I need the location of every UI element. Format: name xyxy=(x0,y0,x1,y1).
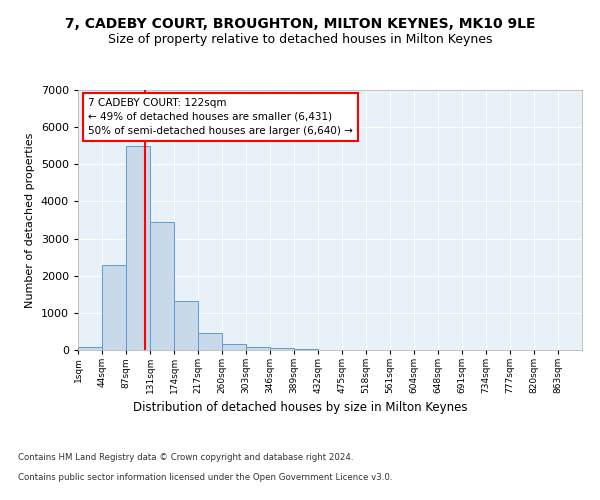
Bar xyxy=(198,332,222,350)
Text: 7, CADEBY COURT, BROUGHTON, MILTON KEYNES, MK10 9LE: 7, CADEBY COURT, BROUGHTON, MILTON KEYNE… xyxy=(65,18,535,32)
Bar xyxy=(294,349,318,350)
Bar xyxy=(78,347,102,350)
Bar xyxy=(126,146,150,350)
Text: Contains HM Land Registry data © Crown copyright and database right 2024.: Contains HM Land Registry data © Crown c… xyxy=(18,453,353,462)
Text: 7 CADEBY COURT: 122sqm
← 49% of detached houses are smaller (6,431)
50% of semi-: 7 CADEBY COURT: 122sqm ← 49% of detached… xyxy=(88,98,353,136)
Y-axis label: Number of detached properties: Number of detached properties xyxy=(25,132,35,308)
Text: Contains public sector information licensed under the Open Government Licence v3: Contains public sector information licen… xyxy=(18,473,392,482)
Bar xyxy=(150,222,174,350)
Text: Distribution of detached houses by size in Milton Keynes: Distribution of detached houses by size … xyxy=(133,401,467,414)
Bar xyxy=(270,348,294,350)
Text: Size of property relative to detached houses in Milton Keynes: Size of property relative to detached ho… xyxy=(108,32,492,46)
Bar xyxy=(246,347,270,350)
Bar xyxy=(174,302,198,350)
Bar xyxy=(102,266,126,350)
Bar xyxy=(222,344,246,350)
